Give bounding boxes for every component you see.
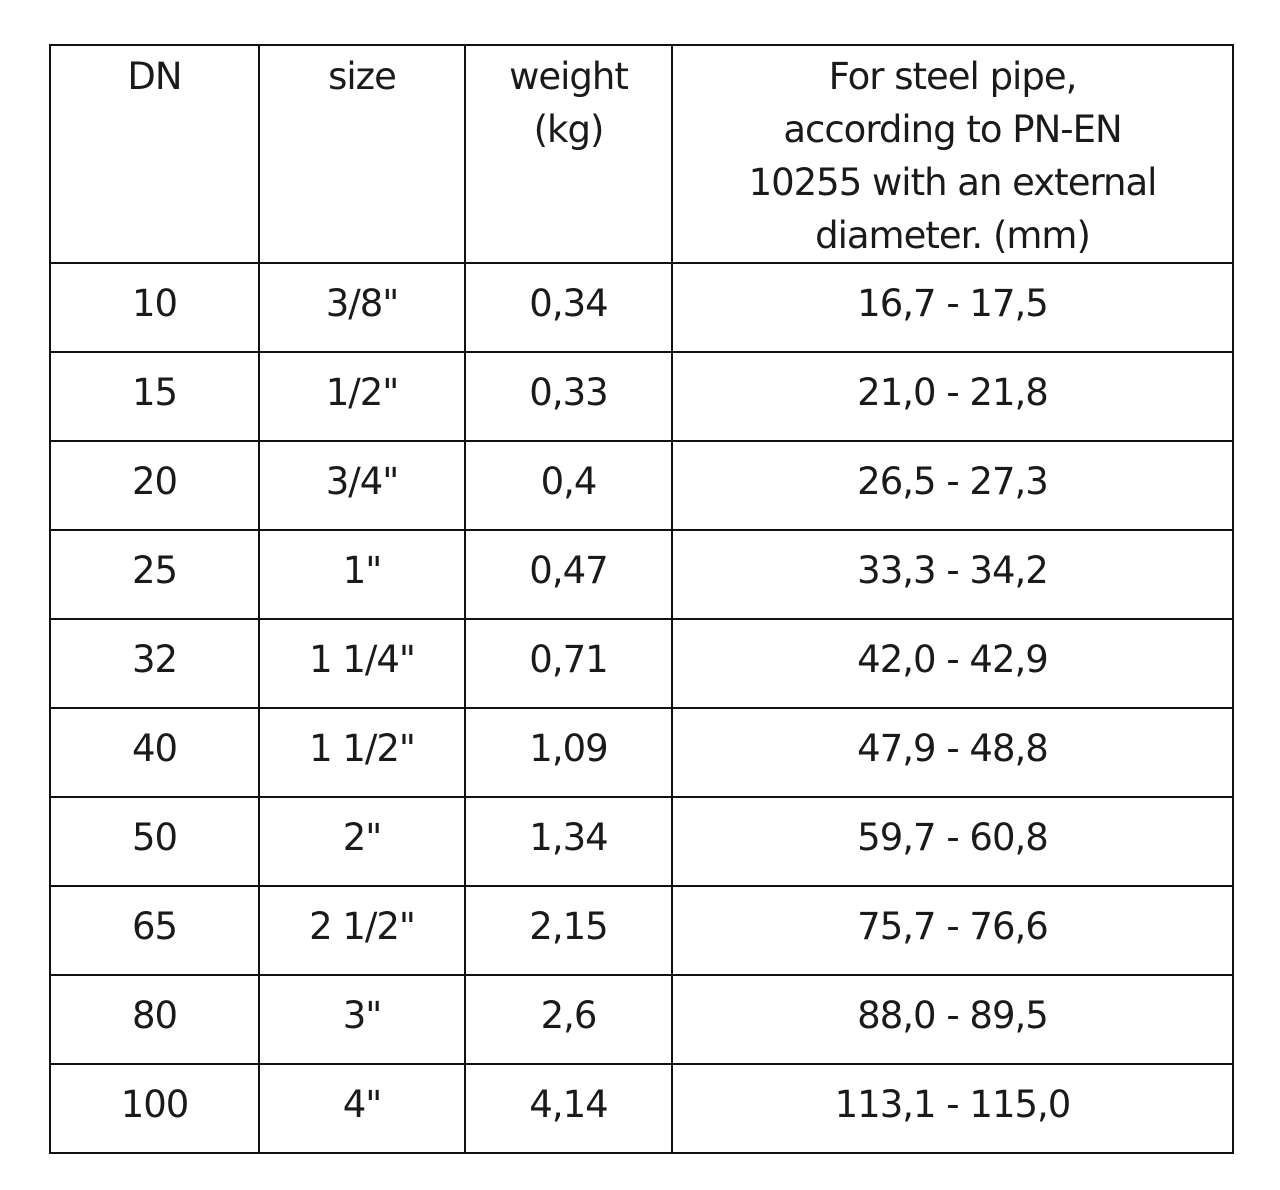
cell-dn: 20	[49, 440, 260, 531]
header-row: DN size weight (kg) For steel pipe, acco…	[49, 44, 1234, 264]
header-pipe-line: according to PN-EN	[783, 108, 1122, 151]
cell-dn: 80	[49, 974, 260, 1065]
table-row: 20 3/4" 0,4 26,5 - 27,3	[49, 440, 1234, 531]
cell-dn: 100	[49, 1063, 260, 1154]
table-row: 25 1" 0,47 33,3 - 34,2	[49, 529, 1234, 620]
header-pipe-line: diameter. (mm)	[815, 214, 1091, 257]
header-size: size	[258, 44, 466, 264]
header-weight: weight (kg)	[464, 44, 673, 264]
header-weight-line: weight	[509, 55, 629, 98]
cell-size: 1/2"	[258, 351, 466, 442]
cell-diameter: 42,0 - 42,9	[671, 618, 1234, 709]
cell-size: 3/8"	[258, 262, 466, 353]
cell-weight: 0,34	[464, 262, 673, 353]
header-pipe-line: For steel pipe,	[828, 55, 1078, 98]
table-row: 50 2" 1,34 59,7 - 60,8	[49, 796, 1234, 887]
table-row: 10 3/8" 0,34 16,7 - 17,5	[49, 262, 1234, 353]
cell-diameter: 59,7 - 60,8	[671, 796, 1234, 887]
cell-size: 1"	[258, 529, 466, 620]
cell-diameter: 26,5 - 27,3	[671, 440, 1234, 531]
cell-dn: 25	[49, 529, 260, 620]
cell-size: 2 1/2"	[258, 885, 466, 976]
pipe-spec-table: DN size weight (kg) For steel pipe, acco…	[49, 44, 1234, 1154]
cell-dn: 65	[49, 885, 260, 976]
cell-weight: 1,34	[464, 796, 673, 887]
cell-dn: 15	[49, 351, 260, 442]
cell-size: 1 1/2"	[258, 707, 466, 798]
cell-weight: 1,09	[464, 707, 673, 798]
cell-diameter: 88,0 - 89,5	[671, 974, 1234, 1065]
cell-weight: 0,4	[464, 440, 673, 531]
header-pipe-diameter: For steel pipe, according to PN-EN 10255…	[671, 44, 1234, 264]
cell-weight: 0,33	[464, 351, 673, 442]
cell-size: 3/4"	[258, 440, 466, 531]
cell-weight: 0,71	[464, 618, 673, 709]
table-row: 40 1 1/2" 1,09 47,9 - 48,8	[49, 707, 1234, 798]
header-weight-line: (kg)	[533, 108, 605, 151]
header-pipe-line: 10255 with an external	[748, 161, 1158, 204]
header-dn: DN	[49, 44, 260, 264]
cell-weight: 2,15	[464, 885, 673, 976]
cell-diameter: 47,9 - 48,8	[671, 707, 1234, 798]
cell-diameter: 16,7 - 17,5	[671, 262, 1234, 353]
cell-weight: 4,14	[464, 1063, 673, 1154]
table-row: 65 2 1/2" 2,15 75,7 - 76,6	[49, 885, 1234, 976]
cell-size: 2"	[258, 796, 466, 887]
cell-size: 4"	[258, 1063, 466, 1154]
cell-diameter: 113,1 - 115,0	[671, 1063, 1234, 1154]
cell-dn: 40	[49, 707, 260, 798]
table-row: 80 3" 2,6 88,0 - 89,5	[49, 974, 1234, 1065]
table-row: 32 1 1/4" 0,71 42,0 - 42,9	[49, 618, 1234, 709]
cell-dn: 10	[49, 262, 260, 353]
cell-size: 3"	[258, 974, 466, 1065]
cell-size: 1 1/4"	[258, 618, 466, 709]
cell-diameter: 21,0 - 21,8	[671, 351, 1234, 442]
cell-dn: 50	[49, 796, 260, 887]
cell-weight: 0,47	[464, 529, 673, 620]
cell-diameter: 75,7 - 76,6	[671, 885, 1234, 976]
cell-dn: 32	[49, 618, 260, 709]
table-row: 100 4" 4,14 113,1 - 115,0	[49, 1063, 1234, 1154]
table-row: 15 1/2" 0,33 21,0 - 21,8	[49, 351, 1234, 442]
cell-weight: 2,6	[464, 974, 673, 1065]
cell-diameter: 33,3 - 34,2	[671, 529, 1234, 620]
